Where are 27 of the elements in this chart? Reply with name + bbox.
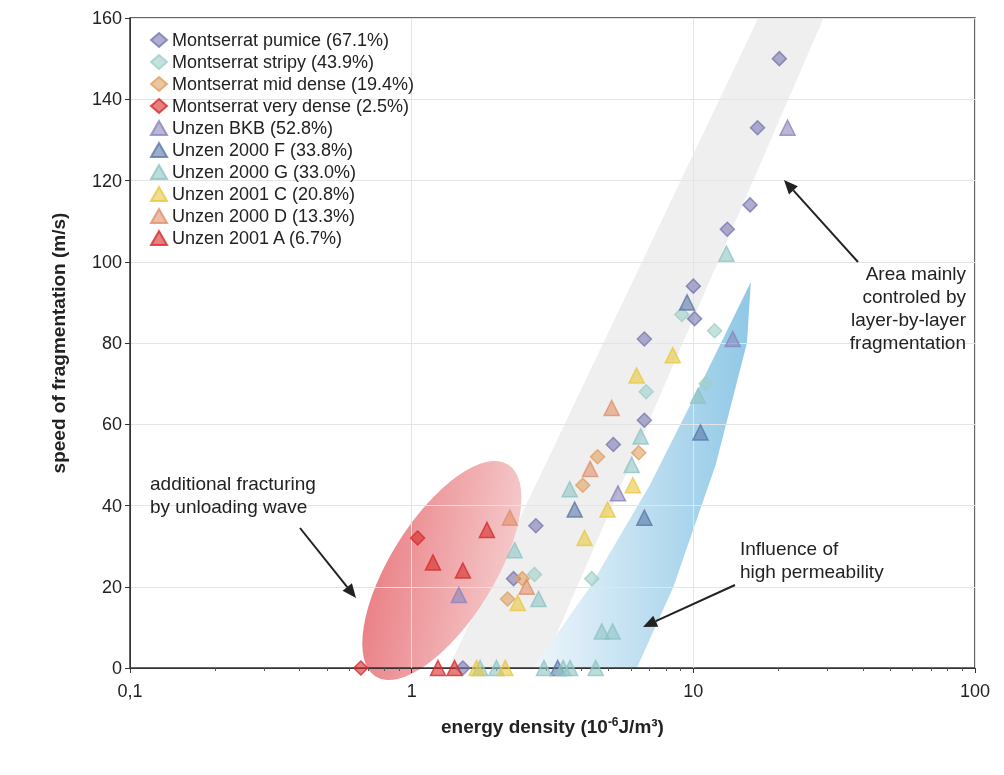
legend-label: Unzen 2000 F (33.8%) (172, 140, 354, 160)
legend-label: Montserrat mid dense (19.4%) (172, 74, 415, 94)
legend-label: Montserrat stripy (43.9%) (172, 52, 375, 72)
y-tick-label: 0 (111, 658, 122, 678)
annotation: Influence of high permeability (740, 537, 884, 583)
y-tick-label: 60 (101, 414, 122, 435)
annotation: additional fracturing by unloading wave (150, 472, 316, 518)
legend-label: Montserrat very dense (2.5%) (172, 96, 410, 116)
x-tick-label: 1 (406, 681, 417, 701)
y-tick-label: 40 (101, 495, 122, 516)
y-tick-label: 20 (101, 576, 122, 597)
y-tick-label: 160 (91, 8, 122, 28)
legend-label: Montserrat pumice (67.1%) (172, 30, 390, 50)
legend-label: Unzen 2000 G (33.0%) (172, 162, 357, 182)
x-tick-label: 10 (683, 681, 704, 701)
y-tick-label: 140 (91, 89, 122, 110)
y-tick-label: 120 (91, 170, 122, 191)
x-tick-label: 0,1 (117, 681, 143, 701)
legend-label: Unzen BKB (52.8%) (172, 118, 334, 138)
y-axis-title: speed of fragmentation (m/s) (48, 212, 69, 474)
legend-label: Unzen 2001 C (20.8%) (172, 184, 356, 204)
annotation: Area mainly controled by layer-by-layer fragmentation (849, 262, 966, 354)
y-tick-label: 80 (101, 333, 122, 353)
y-tick-label: 100 (91, 251, 122, 272)
legend-label: Unzen 2001 A (6.7%) (172, 228, 343, 248)
x-tick-label: 100 (959, 681, 991, 701)
legend-label: Unzen 2000 D (13.3%) (172, 206, 356, 226)
